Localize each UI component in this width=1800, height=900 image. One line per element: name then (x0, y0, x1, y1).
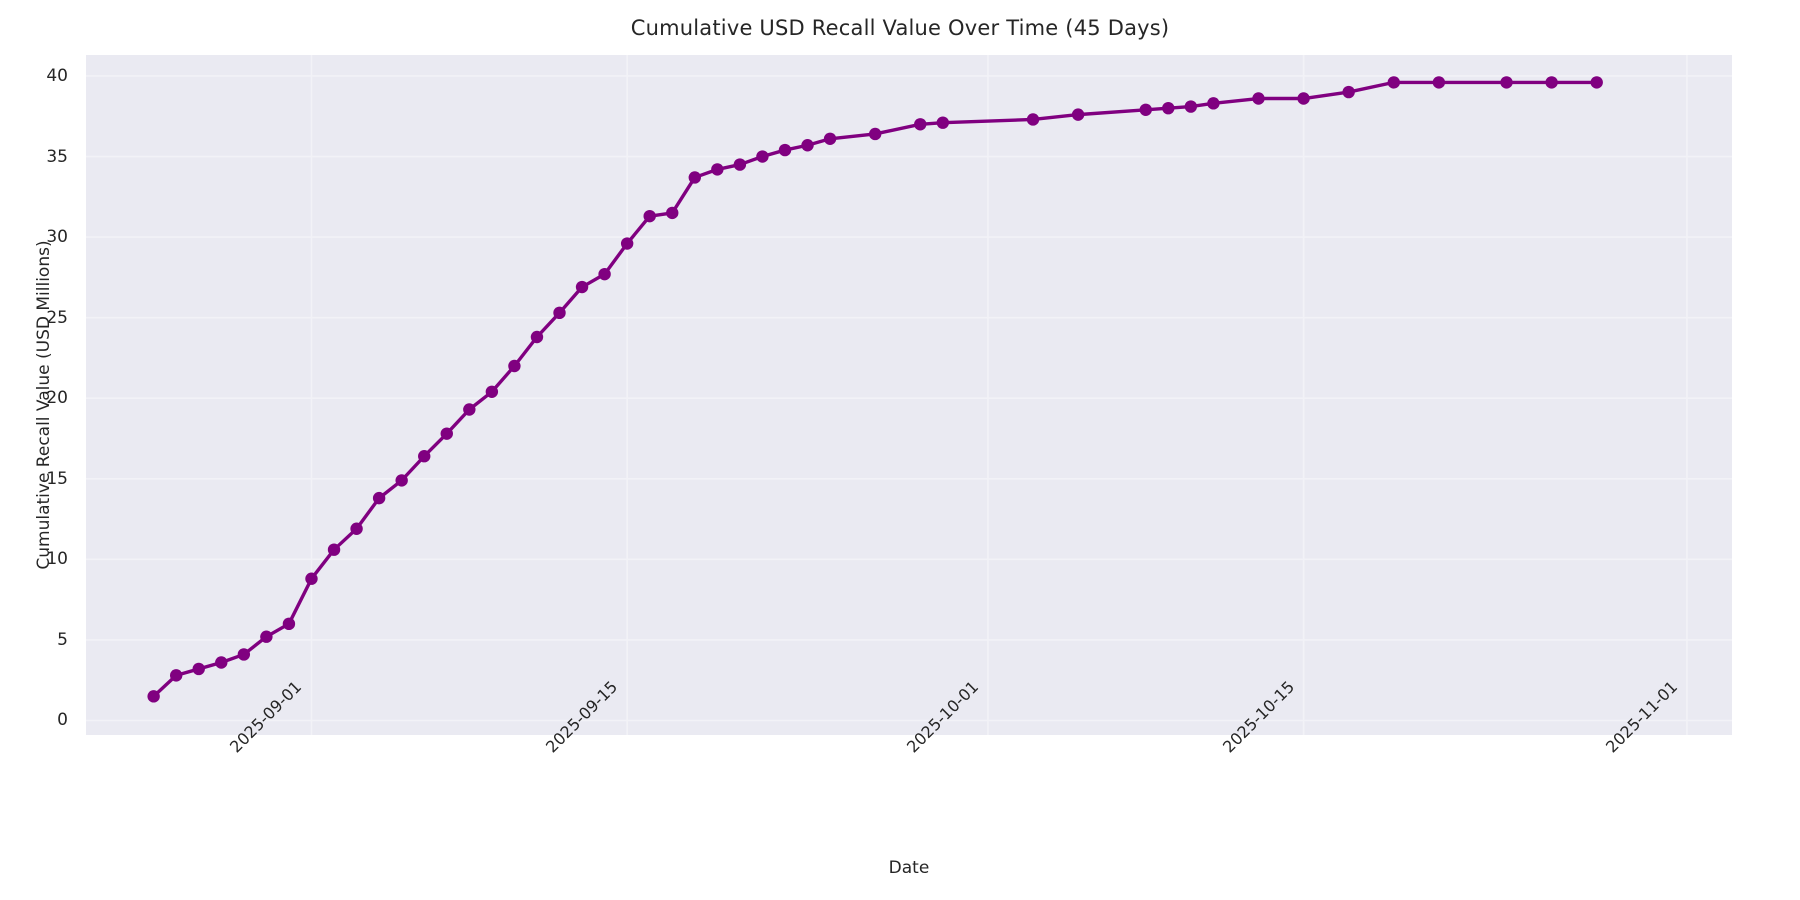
data-point-marker (801, 139, 814, 152)
data-point-marker (260, 630, 273, 643)
data-point-marker (868, 127, 882, 141)
data-point-marker (508, 359, 521, 373)
data-point-marker (733, 158, 747, 171)
series-line (151, 80, 1599, 699)
data-point-marker (620, 237, 634, 250)
y-tick-label: 25 (46, 307, 68, 328)
data-point-marker (1500, 76, 1513, 89)
chart-title: Cumulative USD Recall Value Over Time (4… (630, 16, 1170, 40)
data-point-marker (485, 385, 499, 398)
data-point-marker (350, 522, 363, 535)
data-point-marker (305, 572, 318, 585)
data-point-marker (418, 450, 431, 463)
data-point-marker (1162, 101, 1175, 115)
data-point-marker (1184, 100, 1198, 113)
data-point-marker (1590, 76, 1603, 89)
y-tick-label: 20 (46, 388, 68, 409)
data-point-marker (575, 280, 589, 294)
data-point-marker (1545, 76, 1558, 89)
y-tick-label: 35 (46, 146, 68, 167)
y-tick-label: 10 (46, 549, 68, 570)
data-point-marker (914, 118, 927, 131)
data-point-marker (327, 543, 341, 556)
data-point-marker (756, 150, 769, 163)
data-point-marker (553, 306, 566, 320)
data-point-marker (688, 171, 701, 184)
data-point-marker (1387, 76, 1400, 89)
data-point-marker (192, 662, 205, 676)
data-point-marker (463, 403, 476, 416)
data-point-marker (711, 163, 724, 176)
data-point-marker (1207, 97, 1220, 110)
data-point-marker (1026, 113, 1040, 126)
data-point-marker (666, 206, 679, 220)
data-point-marker (1297, 92, 1310, 105)
data-point-marker (147, 690, 160, 703)
x-axis-label: Date (888, 858, 930, 878)
data-point-marker (1432, 76, 1446, 89)
data-point-marker (1252, 92, 1265, 105)
y-tick-label: 5 (57, 629, 68, 650)
y-tick-label: 40 (46, 65, 68, 86)
data-point-marker (395, 474, 408, 487)
y-tick-label: 0 (57, 710, 68, 731)
data-point-marker (1342, 85, 1355, 99)
y-axis-tick-labels: 0 5 10 15 20 25 30 35 40 (0, 55, 78, 735)
data-point-marker (372, 491, 386, 505)
y-tick-label: 30 (46, 227, 68, 248)
data-point-marker (778, 143, 792, 157)
data-point-marker (643, 209, 656, 223)
data-point-marker (215, 656, 228, 669)
plot-area (86, 55, 1732, 735)
data-point-marker (823, 132, 837, 145)
data-point-marker (1139, 103, 1152, 116)
data-point-marker (598, 267, 611, 281)
x-axis-tick-labels: 2025-09-01 2025-09-15 2025-10-01 2025-10-15… (86, 677, 1732, 855)
data-point-marker (237, 648, 251, 661)
gridlines (86, 55, 1732, 735)
data-point-marker (169, 669, 183, 682)
data-point-marker (282, 617, 296, 631)
data-point-marker (440, 427, 453, 440)
data-point-marker (1071, 108, 1085, 121)
line-series (147, 76, 1603, 703)
data-point-marker (936, 116, 950, 129)
data-point-marker (530, 330, 544, 344)
y-tick-label: 15 (46, 468, 68, 489)
